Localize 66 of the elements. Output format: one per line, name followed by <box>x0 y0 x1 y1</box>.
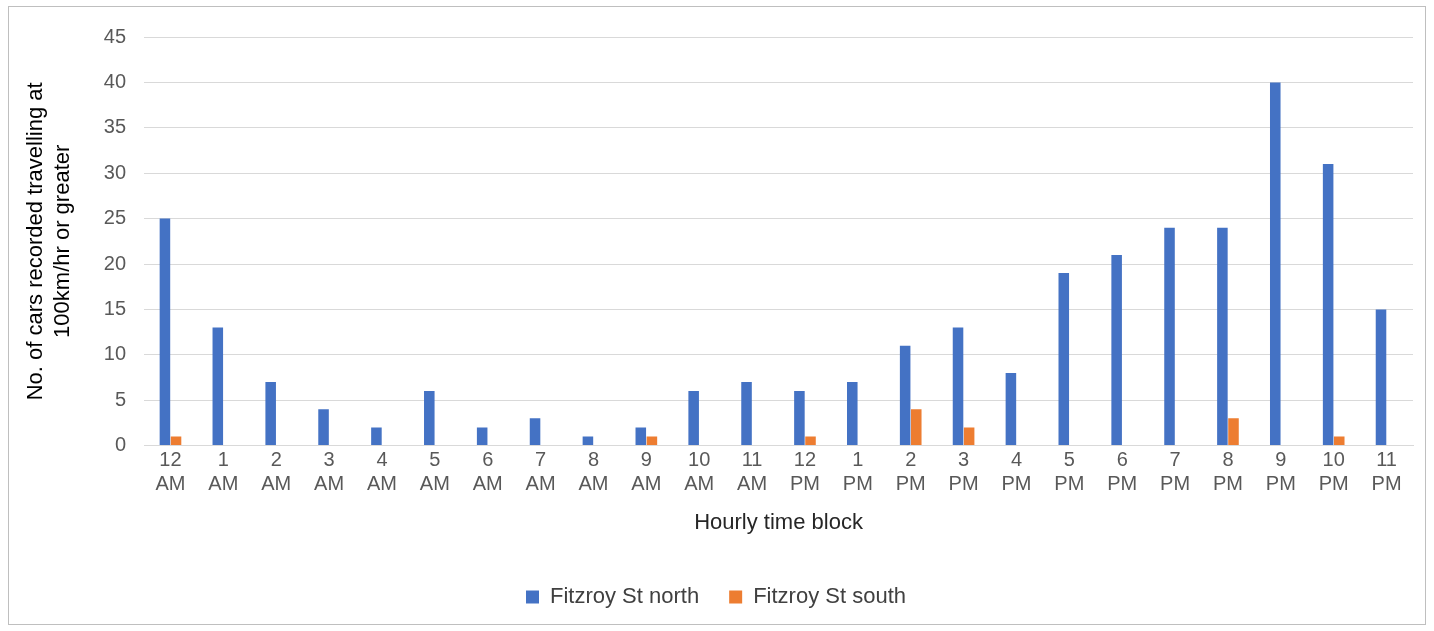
bar <box>159 218 171 446</box>
x-tick-label: 2 PM <box>895 448 926 495</box>
bar <box>952 327 964 446</box>
bar <box>741 382 752 446</box>
bar <box>529 418 541 446</box>
x-tick-label: 11 PM <box>1371 448 1402 495</box>
bar <box>847 382 858 446</box>
x-tick-label: 11 AM <box>737 448 768 495</box>
bar <box>1322 164 1334 446</box>
bar <box>1058 273 1070 446</box>
y-tick-label: 35 <box>103 115 127 138</box>
bar <box>899 345 911 446</box>
x-tick-label: 6 PM <box>1107 448 1138 495</box>
x-tick-label: 1 AM <box>208 448 239 495</box>
bar <box>212 327 224 446</box>
y-tick-label: 15 <box>103 296 127 319</box>
x-tick-label: 12 AM <box>155 448 186 495</box>
bar <box>265 382 276 446</box>
bar <box>794 391 805 446</box>
bar <box>635 427 647 446</box>
y-tick-label: 25 <box>103 206 127 229</box>
x-axis-title: Hourly time block <box>694 508 864 534</box>
x-tick-label: 1 PM <box>842 448 873 495</box>
y-tick-label: 10 <box>103 342 127 365</box>
bar <box>371 427 382 446</box>
bar <box>1111 254 1122 446</box>
x-tick-label: 6 AM <box>472 448 503 495</box>
x-tick-label: 9 PM <box>1265 448 1296 495</box>
bar <box>424 391 435 446</box>
y-tick-label: 20 <box>103 251 127 274</box>
y-axis-title: No. of cars recorded travelling at 100km/hr or greater <box>22 82 74 401</box>
bar <box>1269 82 1281 446</box>
bar <box>963 427 975 446</box>
y-tick-label: 30 <box>103 160 127 183</box>
bar <box>1164 227 1175 446</box>
bar <box>1228 418 1239 446</box>
bar <box>910 409 922 446</box>
x-tick-label: 9 AM <box>631 448 662 495</box>
bar <box>688 391 699 446</box>
x-tick-label: 12 PM <box>789 448 820 495</box>
x-tick-label: 4 PM <box>1001 448 1032 495</box>
bar <box>476 427 488 446</box>
y-tick-label: 0 <box>114 433 127 456</box>
bar <box>318 409 329 446</box>
x-tick-label: 5 AM <box>419 448 450 495</box>
legend-label: Fitzroy St north <box>550 583 700 609</box>
bar <box>1217 227 1228 446</box>
x-tick-label: 3 AM <box>314 448 345 495</box>
x-tick-label: 5 PM <box>1054 448 1085 495</box>
x-tick-label: 10 AM <box>684 448 715 495</box>
bar <box>1005 372 1017 446</box>
y-tick-label: 5 <box>114 387 127 410</box>
x-tick-label: 7 AM <box>525 448 556 495</box>
x-tick-label: 8 PM <box>1212 448 1243 495</box>
legend-label: Fitzroy St south <box>753 583 907 609</box>
x-tick-label: 8 AM <box>578 448 609 495</box>
x-tick-label: 4 AM <box>366 448 397 495</box>
x-tick-label: 7 PM <box>1160 448 1191 495</box>
bar <box>1375 309 1387 446</box>
bar <box>805 436 816 446</box>
y-tick-label: 45 <box>103 24 127 47</box>
bar <box>1333 436 1345 446</box>
x-tick-label: 2 AM <box>261 448 292 495</box>
x-tick-label: 10 PM <box>1318 448 1349 495</box>
x-tick-label: 3 PM <box>948 448 979 495</box>
y-tick-label: 40 <box>103 69 127 92</box>
